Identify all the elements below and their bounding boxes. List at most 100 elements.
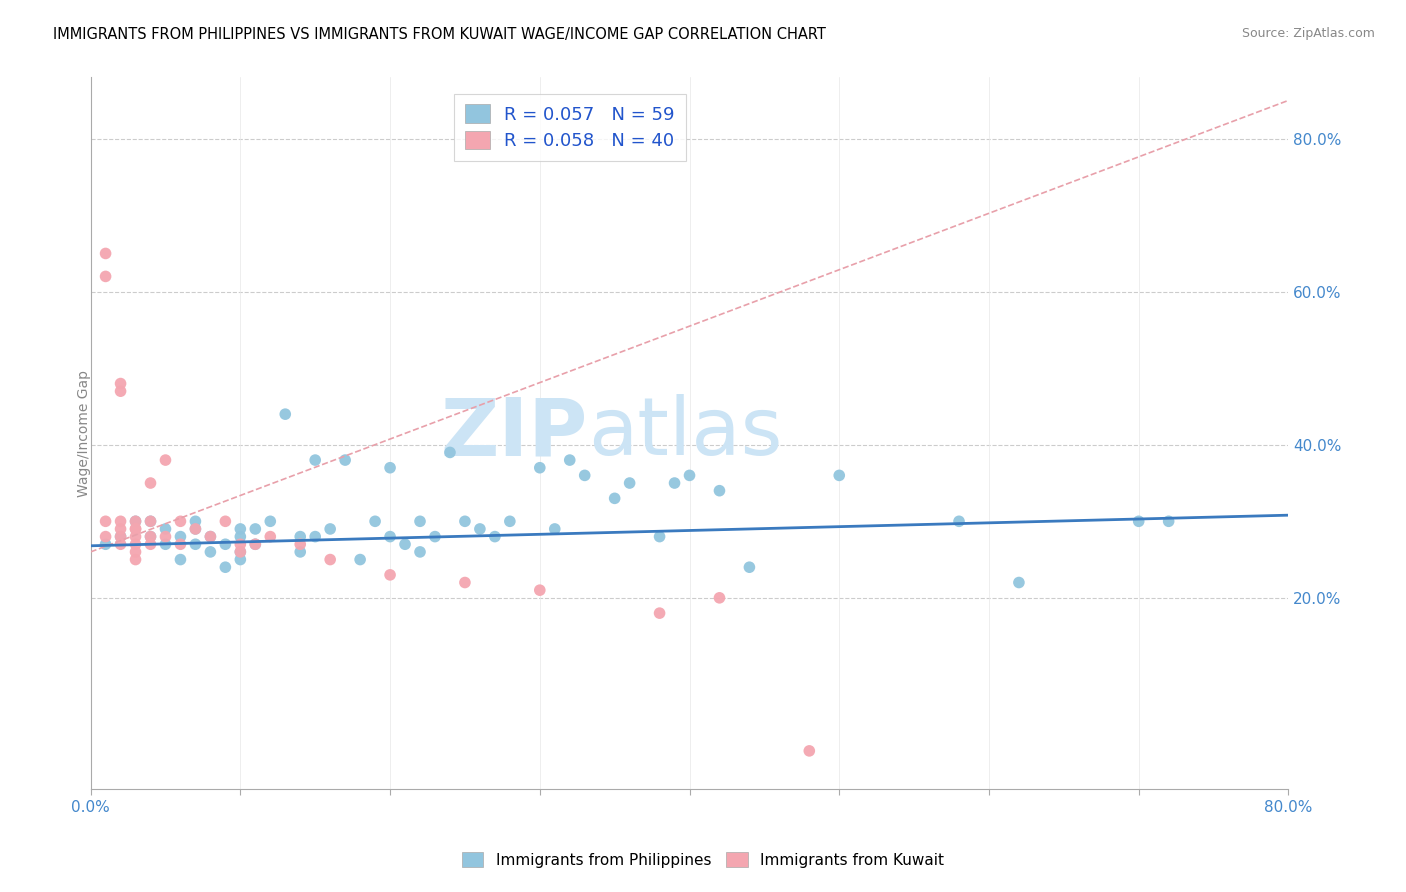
Point <box>155 530 177 544</box>
Point <box>574 468 596 483</box>
Point <box>544 522 567 536</box>
Point <box>214 560 236 574</box>
Point <box>304 530 326 544</box>
Point <box>139 530 162 544</box>
Point <box>245 522 267 536</box>
Point <box>229 522 252 536</box>
Point <box>155 522 177 536</box>
Point <box>139 514 162 528</box>
Point <box>678 468 700 483</box>
Point <box>619 476 641 491</box>
Point <box>169 552 191 566</box>
Point <box>124 552 146 566</box>
Point <box>529 460 551 475</box>
Point <box>319 552 342 566</box>
Legend: Immigrants from Philippines, Immigrants from Kuwait: Immigrants from Philippines, Immigrants … <box>456 846 950 873</box>
Point <box>948 514 970 528</box>
Text: atlas: atlas <box>588 394 782 472</box>
Point <box>169 530 191 544</box>
Point <box>110 376 132 391</box>
Point <box>94 530 117 544</box>
Point <box>184 537 207 551</box>
Point <box>1128 514 1150 528</box>
Point <box>333 453 356 467</box>
Point <box>290 537 312 551</box>
Point <box>139 530 162 544</box>
Point <box>184 522 207 536</box>
Point <box>1008 575 1031 590</box>
Text: IMMIGRANTS FROM PHILIPPINES VS IMMIGRANTS FROM KUWAIT WAGE/INCOME GAP CORRELATIO: IMMIGRANTS FROM PHILIPPINES VS IMMIGRANT… <box>53 27 827 42</box>
Point <box>1157 514 1180 528</box>
Point <box>603 491 626 506</box>
Point <box>245 537 267 551</box>
Text: ZIP: ZIP <box>440 394 588 472</box>
Legend: R = 0.057   N = 59, R = 0.058   N = 40: R = 0.057 N = 59, R = 0.058 N = 40 <box>454 94 686 161</box>
Point <box>499 514 522 528</box>
Point <box>184 514 207 528</box>
Point <box>245 537 267 551</box>
Point <box>229 537 252 551</box>
Point <box>155 537 177 551</box>
Point <box>558 453 581 467</box>
Point <box>184 522 207 536</box>
Point <box>139 514 162 528</box>
Point <box>94 537 117 551</box>
Point <box>169 537 191 551</box>
Point <box>468 522 491 536</box>
Point <box>110 530 132 544</box>
Y-axis label: Wage/Income Gap: Wage/Income Gap <box>77 370 90 497</box>
Point <box>828 468 851 483</box>
Point <box>274 407 297 421</box>
Point <box>290 530 312 544</box>
Point <box>94 269 117 284</box>
Point <box>304 453 326 467</box>
Point <box>738 560 761 574</box>
Point <box>409 545 432 559</box>
Point <box>709 483 731 498</box>
Point <box>648 530 671 544</box>
Point <box>124 514 146 528</box>
Point <box>423 530 446 544</box>
Point <box>378 567 401 582</box>
Point <box>94 246 117 260</box>
Point <box>229 552 252 566</box>
Point <box>200 545 222 559</box>
Point <box>484 530 506 544</box>
Text: Source: ZipAtlas.com: Source: ZipAtlas.com <box>1241 27 1375 40</box>
Point <box>394 537 416 551</box>
Point <box>709 591 731 605</box>
Point <box>124 522 146 536</box>
Point <box>94 514 117 528</box>
Point <box>439 445 461 459</box>
Point <box>110 514 132 528</box>
Point <box>319 522 342 536</box>
Point <box>124 522 146 536</box>
Point <box>124 545 146 559</box>
Point <box>664 476 686 491</box>
Point <box>229 545 252 559</box>
Point <box>124 514 146 528</box>
Point <box>454 575 477 590</box>
Point <box>124 530 146 544</box>
Point <box>529 583 551 598</box>
Point <box>169 514 191 528</box>
Point <box>259 514 281 528</box>
Point <box>290 545 312 559</box>
Point <box>124 537 146 551</box>
Point <box>364 514 387 528</box>
Point <box>200 530 222 544</box>
Point <box>648 606 671 620</box>
Point <box>214 537 236 551</box>
Point <box>155 453 177 467</box>
Point <box>454 514 477 528</box>
Point <box>214 514 236 528</box>
Point <box>110 530 132 544</box>
Point <box>110 522 132 536</box>
Point <box>110 384 132 399</box>
Point <box>378 530 401 544</box>
Point <box>110 537 132 551</box>
Point <box>259 530 281 544</box>
Point <box>229 545 252 559</box>
Point <box>200 530 222 544</box>
Point <box>409 514 432 528</box>
